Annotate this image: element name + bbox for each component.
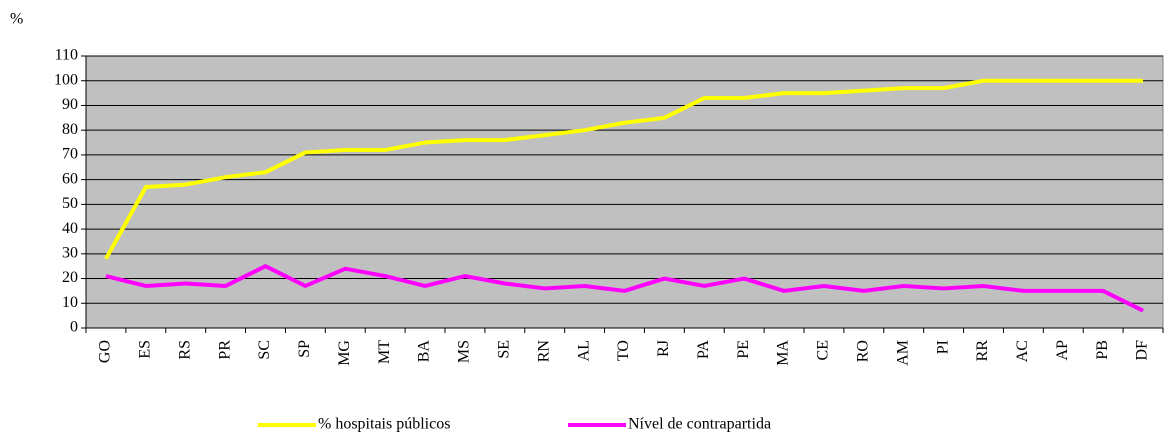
y-axis-label: %	[10, 11, 23, 28]
y-tick-label: 10	[62, 294, 78, 311]
plot-area	[85, 55, 1164, 329]
x-tick-label: TO	[615, 340, 632, 361]
y-tick-label: 70	[62, 146, 78, 163]
y-tick-label: 80	[62, 121, 78, 138]
x-tick-label: AP	[1054, 340, 1071, 361]
y-tick-label: 30	[62, 244, 78, 261]
x-tick-label: RN	[535, 340, 552, 363]
y-tick-label: 90	[62, 96, 78, 113]
x-tick-label: SE	[496, 340, 513, 359]
x-tick-label: PI	[934, 340, 951, 354]
x-tick-label: BA	[416, 340, 433, 363]
x-tick-label: AM	[894, 340, 911, 366]
x-tick-label: MS	[456, 340, 473, 363]
x-tick-label: RJ	[655, 340, 672, 357]
legend-label: Nível de contrapartida	[628, 416, 771, 433]
x-tick-label: PA	[695, 340, 712, 359]
x-tick-label: GO	[97, 340, 114, 363]
x-tick-label: AL	[575, 340, 592, 361]
y-tick-label: 100	[54, 71, 78, 88]
x-tick-label: RS	[176, 340, 193, 360]
y-tick-label: 110	[55, 47, 78, 64]
x-tick-label: MG	[336, 340, 353, 366]
x-tick-label: SP	[296, 340, 313, 358]
x-tick-label: PE	[735, 340, 752, 359]
x-tick-label: MT	[376, 340, 393, 364]
legend-label: % hospitais públicos	[318, 416, 450, 433]
y-tick-label: 50	[62, 195, 78, 212]
y-tick-label: 40	[62, 220, 78, 237]
x-tick-label: RR	[974, 340, 991, 362]
data-line	[104, 78, 1144, 260]
x-tick-label: DF	[1134, 340, 1151, 361]
x-tick-label: PR	[216, 340, 233, 360]
y-tick-label: 60	[62, 170, 78, 187]
x-tick-label: SC	[256, 340, 273, 360]
x-tick-label: AC	[1014, 340, 1031, 362]
x-tick-label: CE	[815, 340, 832, 360]
y-tick-label: 20	[62, 269, 78, 286]
x-tick-label: MA	[775, 340, 792, 366]
x-tick-label: ES	[137, 340, 154, 359]
x-tick-label: PB	[1094, 340, 1111, 360]
y-tick-label: 0	[70, 319, 78, 336]
data-line	[105, 264, 1144, 313]
x-tick-label: RO	[855, 340, 872, 362]
